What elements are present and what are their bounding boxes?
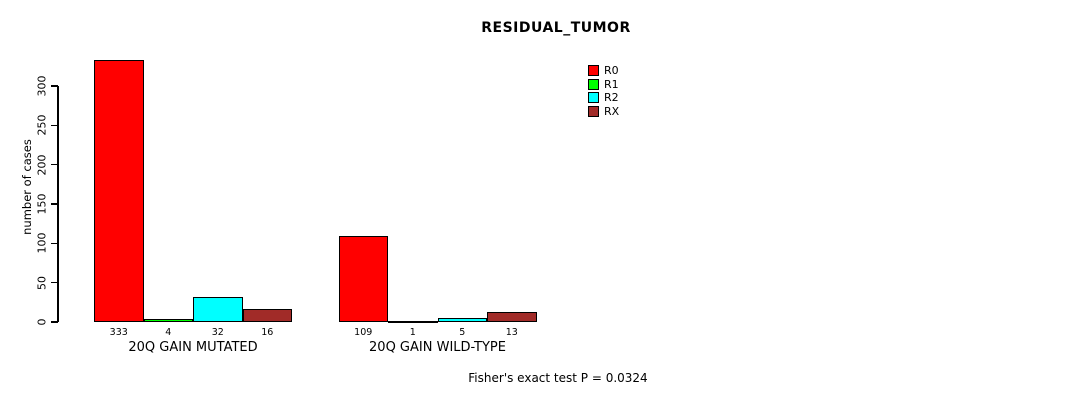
bar-R0 [94,60,144,322]
y-tick-mark [51,242,58,245]
y-tick-label: 100 [35,232,48,254]
bar-value-label: 333 [109,327,128,338]
legend-row-RX: RX [588,104,620,118]
y-axis-label: number of cases [20,139,34,235]
legend-swatch-RX [588,105,599,117]
chart-title: RESIDUAL_TUMOR [481,20,631,36]
legend-label: R1 [604,77,619,91]
y-tick-label: 300 [35,75,48,97]
legend-row-R2: R2 [588,92,619,103]
y-tick-mark [51,281,58,284]
bar-value-label: 32 [211,327,224,338]
bar-value-label: 16 [261,327,274,338]
legend-swatch-R0 [588,65,599,76]
y-tick-label: 0 [35,318,48,326]
bar-R2 [193,297,243,322]
footnote: Fisher's exact test P = 0.0324 [468,371,648,385]
bar-value-label: 1 [409,327,416,338]
legend-label: R0 [604,64,619,77]
legend-swatch-R1 [588,78,599,90]
y-tick-label: 200 [35,154,48,176]
y-tick-mark [51,203,58,205]
bar-RX [487,312,537,322]
legend-swatch-R2 [588,92,599,103]
bar-value-label: 109 [354,327,373,338]
y-tick-mark [51,163,58,166]
legend-row-R1: R1 [588,77,619,91]
bar-value-label: 4 [165,327,172,338]
y-tick-mark [51,321,58,323]
bar-R1 [143,319,193,322]
group-label: 20Q GAIN WILD-TYPE [369,340,506,355]
bar-R2 [437,318,487,322]
bar-RX [242,309,292,322]
bar-value-label: 13 [505,327,518,338]
y-tick-label: 150 [35,193,48,215]
y-tick-label: 50 [35,275,48,290]
y-tick-mark [51,85,58,87]
bar-R1 [388,321,438,323]
group-label: 20Q GAIN MUTATED [128,340,258,355]
bar-value-label: 5 [459,327,466,338]
y-tick-label: 250 [35,114,48,136]
legend-label: R2 [604,91,619,104]
y-tick-mark [51,124,58,127]
legend: R0 R1 R2 RX [588,65,619,119]
legend-label: RX [604,104,620,118]
legend-row-R0: R0 [588,65,619,76]
bar-R0 [338,236,388,322]
